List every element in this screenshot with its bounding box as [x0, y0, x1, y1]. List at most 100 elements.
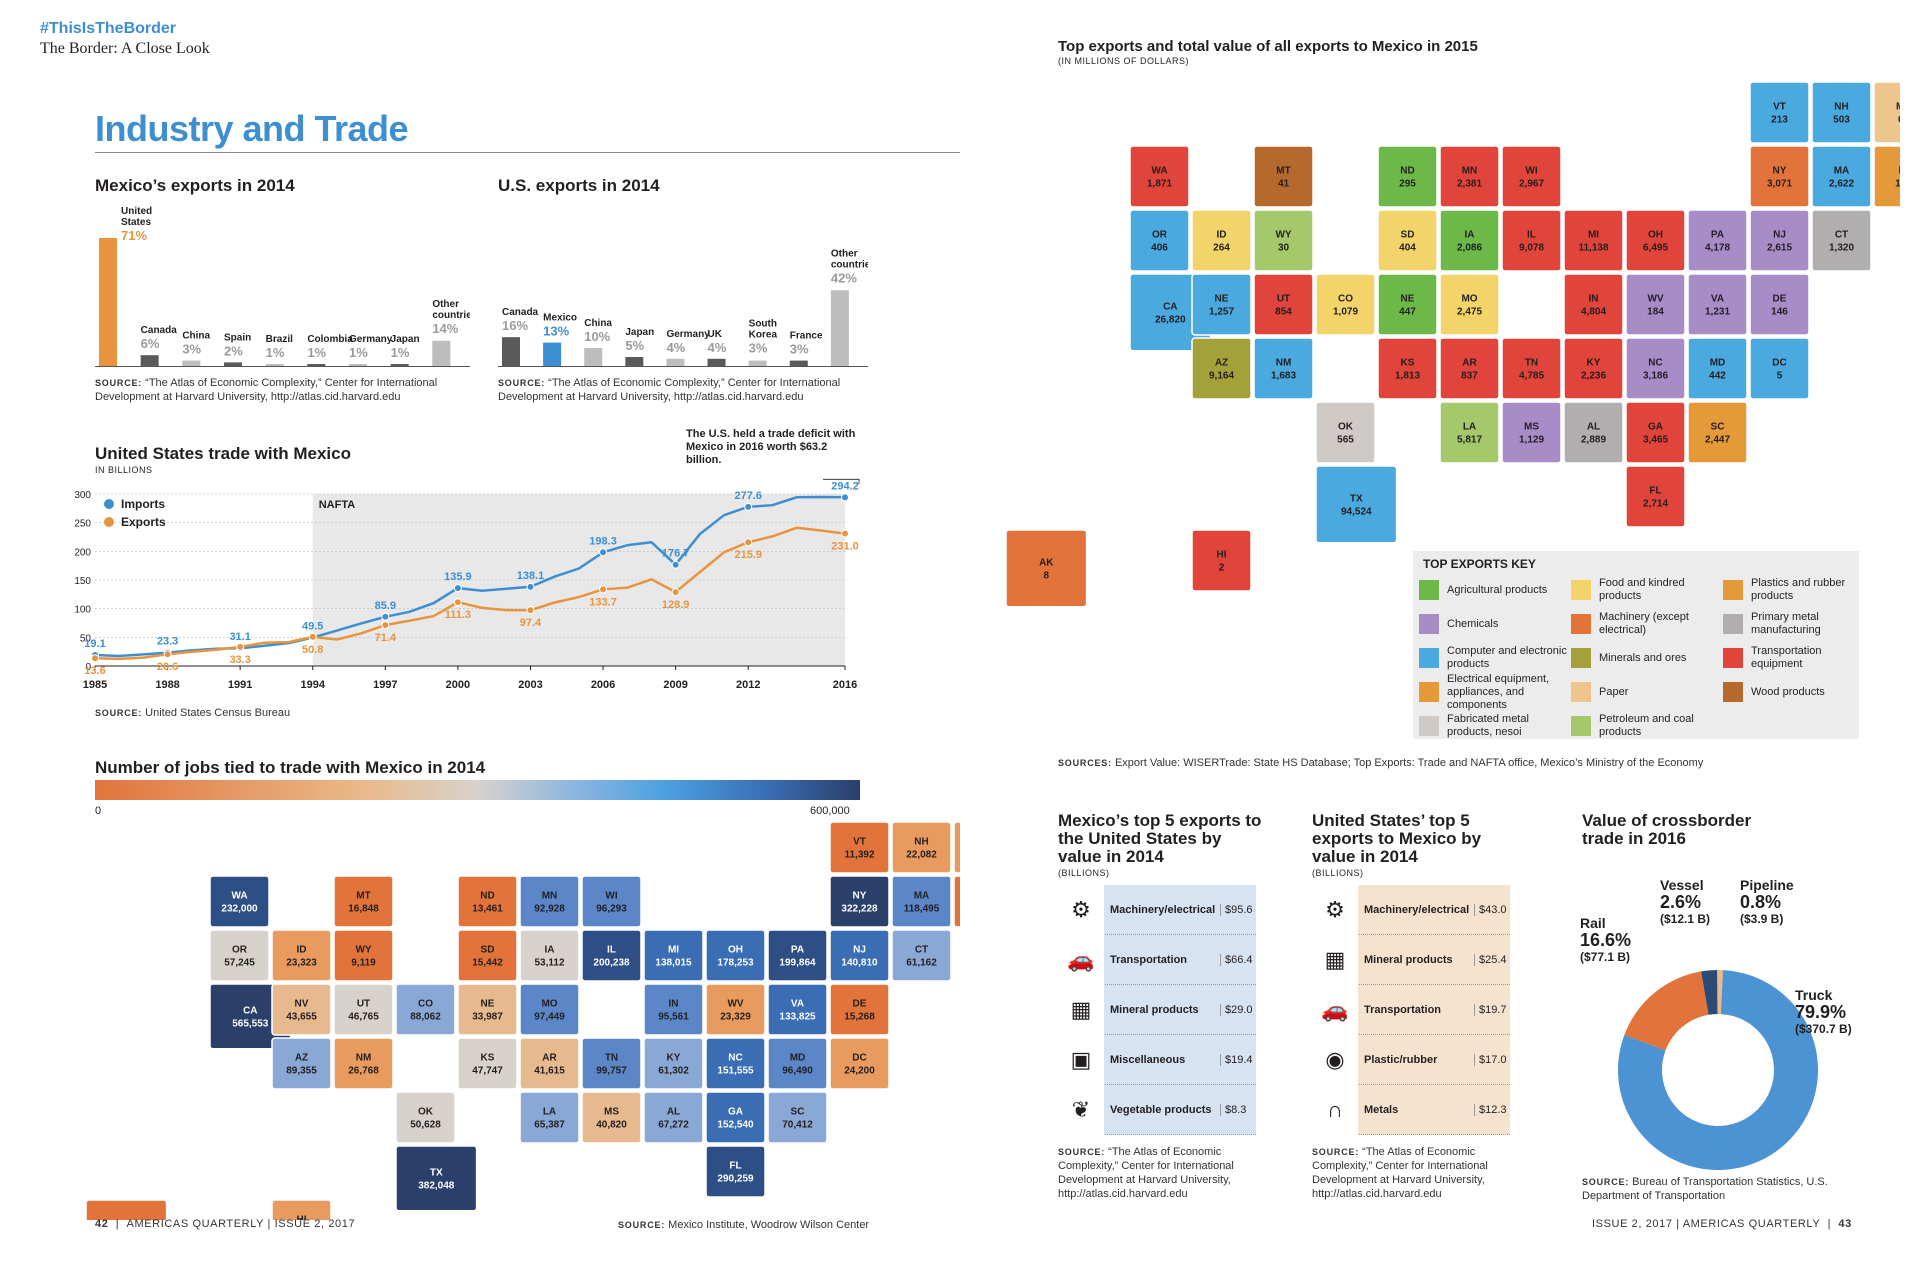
us-exports-category-label: UK — [708, 329, 723, 340]
mx-top5-value: $66.4 — [1220, 953, 1256, 966]
jobs-state-abbr: SC — [791, 1107, 805, 1118]
exports-state-value: 11,138 — [1578, 243, 1608, 254]
jobs-state-value: 65,387 — [534, 1120, 565, 1131]
mx-top5-unit: (BILLIONS) — [1058, 868, 1110, 878]
jobs-state-abbr: AZ — [295, 1053, 308, 1064]
exports-state-value: 2,447 — [1705, 435, 1730, 446]
export-item-icon: ▣ — [1058, 1034, 1104, 1085]
jobs-state-fl — [705, 1145, 766, 1198]
jobs-state-or — [209, 929, 270, 982]
exports-map-unit: (IN MILLIONS OF DOLLARS) — [1058, 56, 1190, 66]
jobs-state-abbr: OH — [728, 945, 743, 956]
jobs-state-sd — [457, 929, 518, 982]
exports-key-item: Chemicals — [1419, 607, 1571, 641]
legend-swatch — [104, 517, 114, 527]
jobs-state-value: 232,000 — [221, 904, 258, 915]
data-point — [841, 529, 849, 538]
us-top5-title: United States’ top 5 exports to Mexico b… — [1312, 811, 1482, 866]
exports-state-abbr: NE — [1215, 294, 1229, 305]
us-exports-bar — [830, 290, 849, 366]
jobs-state-value: 23,323 — [286, 958, 317, 969]
x-tick-label: 1997 — [373, 679, 397, 691]
exports-key-label: Primary metal manufacturing — [1751, 611, 1821, 636]
exports-state-value: 94,524 — [1341, 506, 1372, 517]
exports-state-nc — [1625, 337, 1686, 400]
data-point — [526, 606, 535, 615]
exports-state-value: 4,785 — [1519, 371, 1544, 382]
data-label: 71.4 — [375, 632, 397, 644]
us-exports-category-label: France — [790, 331, 823, 342]
mx-exports-value-label: 1% — [391, 345, 410, 360]
exports-state-value: 264 — [1213, 243, 1230, 254]
exports-key-item: Machinery (except electrical) — [1571, 607, 1723, 641]
jobs-state-nd — [457, 875, 518, 928]
jobs-state-ut — [333, 983, 394, 1036]
y-tick-label: 50 — [80, 633, 92, 644]
jobs-state-value: 382,048 — [418, 1180, 455, 1191]
exports-state-abbr: FL — [1649, 486, 1661, 497]
mx-exports-bar — [140, 355, 159, 366]
donut-label-name: Pipeline — [1740, 877, 1794, 893]
donut-slice-rail — [1624, 971, 1709, 1051]
exports-key-grid: Agricultural products Chemicals Computer a… — [1419, 573, 1853, 743]
jobs-state-value: 50,628 — [410, 1120, 441, 1131]
jobs-state-value: 178,253 — [717, 958, 754, 969]
mx-exports-value-label: 14% — [432, 321, 458, 336]
export-category-icon — [1419, 682, 1439, 702]
jobs-state-ma — [891, 875, 952, 928]
exports-state-ma — [1811, 145, 1872, 208]
exports-state-abbr: AR — [1462, 358, 1477, 369]
jobs-state-il — [581, 929, 642, 982]
exports-state-value: 404 — [1399, 243, 1416, 254]
us-top5-name: Machinery/electrical — [1364, 903, 1470, 916]
export-category-icon — [1723, 682, 1743, 702]
exports-state-ne — [1377, 273, 1438, 336]
jobs-state-ar — [519, 1037, 580, 1090]
x-tick-label: 1991 — [228, 679, 252, 691]
exports-map: WA 1,871 OR 406 CA 26,820 NE 447 ID 264 MT 41 WY 30 UT… — [1005, 81, 1900, 608]
exports-state-abbr: OH — [1648, 230, 1663, 241]
jobs-state-wa — [209, 875, 270, 928]
us-top5-name: Metals — [1364, 1103, 1399, 1116]
jobs-state-abbr: MI — [668, 945, 679, 956]
jobs-state-abbr: UT — [357, 999, 370, 1010]
exports-state-abbr: MT — [1276, 166, 1290, 177]
us-top5-value: $25.4 — [1474, 953, 1510, 966]
jobs-state-nh — [891, 821, 952, 874]
donut-label-value: ($3.9 B) — [1740, 912, 1783, 926]
mx-exports-value-label: 71% — [121, 228, 147, 243]
us-top5-row: 🚗 Transportation $19.7 — [1312, 984, 1510, 1035]
jobs-state-value: 152,540 — [717, 1120, 754, 1131]
exports-state-value: 2 — [1219, 563, 1225, 574]
mx-exports-value-label: 2% — [224, 343, 243, 358]
exports-state-ok — [1315, 401, 1376, 464]
jobs-state-abbr: LA — [543, 1107, 556, 1118]
exports-state-value: 295 — [1399, 179, 1416, 190]
exports-state-abbr: AZ — [1215, 358, 1228, 369]
exports-state-value: 3,186 — [1643, 371, 1668, 382]
jobs-state-value: 322,228 — [841, 904, 878, 915]
export-category-icon — [1571, 580, 1591, 600]
jobs-state-wi — [581, 875, 642, 928]
mx-exports-category-label: Brazil — [266, 334, 293, 345]
trade-deficit-annotation: The U.S. held a trade deficit with Mexic… — [686, 428, 856, 466]
exports-state-de — [1749, 273, 1810, 336]
exports-state-abbr: VA — [1711, 294, 1724, 305]
exports-state-value: 2,086 — [1457, 243, 1482, 254]
exports-state-abbr: OR — [1152, 230, 1168, 241]
us-top5-row: ▦ Mineral products $25.4 — [1312, 934, 1510, 985]
exports-state-abbr: NM — [1276, 358, 1292, 369]
exports-state-abbr: MO — [1461, 294, 1477, 305]
exports-state-abbr: OK — [1338, 422, 1354, 433]
exports-state-abbr: SC — [1711, 422, 1725, 433]
donut-label-percent: 2.6% — [1660, 892, 1701, 912]
exports-key: TOP EXPORTS KEY Agricultural products Che… — [1413, 551, 1859, 739]
donut-slice-vessel — [1701, 970, 1718, 1015]
jobs-state-abbr: WI — [605, 891, 617, 902]
jobs-state-abbr: ND — [480, 891, 494, 902]
title-rule — [95, 152, 960, 153]
us-top5-row: ∩ Metals $12.3 — [1312, 1084, 1510, 1135]
jobs-state-nm — [333, 1037, 394, 1090]
exports-state-value: 1,231 — [1705, 307, 1730, 318]
jobs-state-value: 140,810 — [841, 958, 878, 969]
